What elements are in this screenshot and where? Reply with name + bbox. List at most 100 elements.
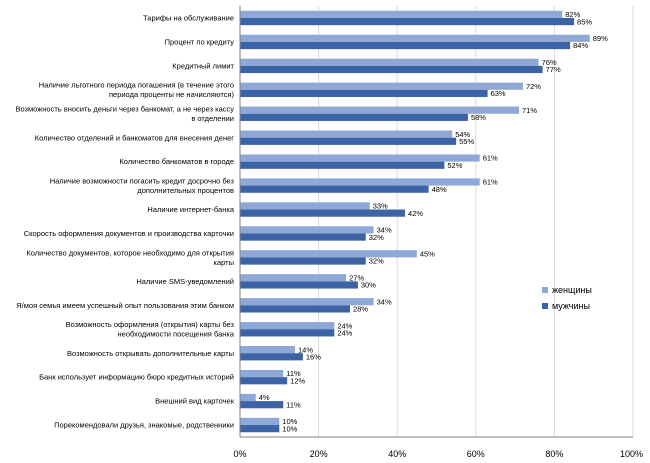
data-label-men: 58% (471, 113, 486, 122)
bar-men (240, 353, 303, 361)
data-label-women: 27% (349, 273, 364, 282)
data-label-men: 55% (459, 137, 474, 146)
x-tick-label: 80% (545, 449, 563, 459)
data-label-women: 11% (286, 369, 301, 378)
category-label: Внешний вид карточек (155, 397, 235, 406)
bar-women (240, 154, 480, 162)
bar-men (240, 161, 445, 169)
bar-men (240, 377, 288, 385)
legend-label-women: женщины (552, 285, 592, 295)
bar-men (240, 209, 406, 217)
data-label-women: 71% (522, 106, 537, 115)
data-label-women: 82% (565, 10, 580, 19)
data-label-women: 34% (377, 297, 392, 306)
category-label-line: Кредитный лимит (172, 61, 234, 70)
data-label-men: 63% (491, 89, 506, 98)
data-label-men: 28% (353, 305, 368, 314)
category-label-line: Скорость оформления документов и произво… (24, 229, 234, 238)
bar-men (240, 65, 543, 74)
category-label-line: Наличие возможности погасить кредит доср… (50, 176, 235, 185)
category-label-line: периода проценты не начисляются) (109, 90, 235, 99)
data-label-men: 16% (306, 352, 321, 361)
category-label: Банк использует информацию бюро кредитны… (39, 373, 234, 382)
bar-men (240, 281, 358, 289)
data-label-men: 10% (282, 424, 297, 433)
data-label-women: 10% (282, 417, 297, 426)
data-label-men: 30% (361, 281, 376, 290)
data-label-women: 61% (483, 154, 498, 163)
bar-men (240, 425, 280, 433)
x-tick-label: 60% (467, 449, 485, 459)
category-label: Порекомендовали друзья, знакомые, родств… (54, 421, 234, 430)
category-label: Наличие возможности погасить кредит доср… (50, 176, 235, 195)
bar-women (240, 202, 370, 210)
data-label-women: 34% (377, 226, 392, 235)
category-label: Возможность оформления (открытия) карты … (66, 320, 235, 339)
data-label-women: 14% (298, 345, 313, 354)
data-label-men: 85% (577, 17, 592, 26)
category-label-line: необходимости посещения банка (118, 330, 235, 339)
bar-women (240, 250, 417, 258)
x-tick-label: 0% (233, 449, 246, 459)
bar-women (240, 393, 256, 402)
category-label: Возможность открывать дополнительные кар… (67, 349, 234, 358)
category-label: Наличие интернет-банка (147, 205, 234, 214)
x-tick-label: 40% (388, 449, 406, 459)
bar-women (240, 274, 347, 282)
bar-women (240, 345, 296, 354)
category-label-line: Наличие SMS-уведомлений (136, 277, 234, 286)
category-label-line: Порекомендовали друзья, знакомые, родств… (54, 421, 234, 430)
bar-women (240, 34, 590, 42)
data-label-women: 61% (483, 178, 498, 187)
data-label-men: 77% (546, 65, 561, 74)
category-label: Наличие льготного периода погашения (в т… (39, 81, 235, 100)
data-label-women: 89% (593, 34, 608, 43)
bar-men (240, 17, 575, 26)
bar-men (240, 305, 351, 313)
data-label-men: 32% (369, 257, 384, 266)
data-label-women: 72% (526, 82, 541, 91)
bars (240, 10, 590, 433)
bar-women (240, 106, 520, 114)
bar-men (240, 113, 468, 121)
x-tick-label: 100% (620, 449, 643, 459)
category-label-line: Банк использует информацию бюро кредитны… (39, 373, 234, 382)
data-label-women: 76% (542, 58, 557, 67)
data-label-women: 54% (455, 130, 470, 139)
data-label-men: 12% (290, 376, 305, 385)
data-label-men: 48% (432, 185, 447, 194)
category-label-line: Внешний вид карточек (155, 397, 235, 406)
data-label-men: 42% (408, 209, 423, 218)
bar-women (240, 417, 280, 426)
category-label: Скорость оформления документов и произво… (24, 229, 234, 238)
data-label-women: 4% (259, 393, 270, 402)
category-label-line: Тарифы на обслуживание (143, 14, 234, 23)
category-label-line: Возможность открывать дополнительные кар… (67, 349, 234, 358)
bar-men (240, 41, 571, 50)
bar-women (240, 130, 453, 138)
category-label-line: Количество документов, которое необходим… (26, 248, 234, 257)
category-label-line: Наличие интернет-банка (147, 205, 234, 214)
bar-men (240, 137, 457, 145)
x-axis: 0% 20% 40% 60% 80% 100% (233, 6, 643, 459)
data-label-men: 32% (369, 233, 384, 242)
bar-women (240, 298, 374, 306)
bar-women (240, 178, 480, 186)
bar-men (240, 329, 335, 337)
data-label-men: 52% (447, 161, 462, 170)
category-label-line: Количество банкоматов в городе (119, 157, 234, 166)
category-label-line: Возможность оформления (открытия) карты … (66, 320, 235, 329)
category-label-line: Возможность вносить деньги через банкома… (15, 105, 234, 114)
data-label-women: 33% (373, 202, 388, 211)
bar-men (240, 233, 366, 241)
category-label: Кредитный лимит (172, 61, 234, 70)
data-label-men: 11% (286, 400, 301, 409)
category-label: Тарифы на обслуживание (143, 14, 234, 23)
category-label-line: дополнительных процентов (137, 186, 234, 195)
bar-men (240, 185, 429, 193)
category-label: Наличие SMS-уведомлений (136, 277, 234, 286)
category-label: Процент по кредиту (165, 38, 235, 47)
legend-swatch-men (542, 303, 548, 309)
data-label-men: 84% (573, 41, 588, 50)
